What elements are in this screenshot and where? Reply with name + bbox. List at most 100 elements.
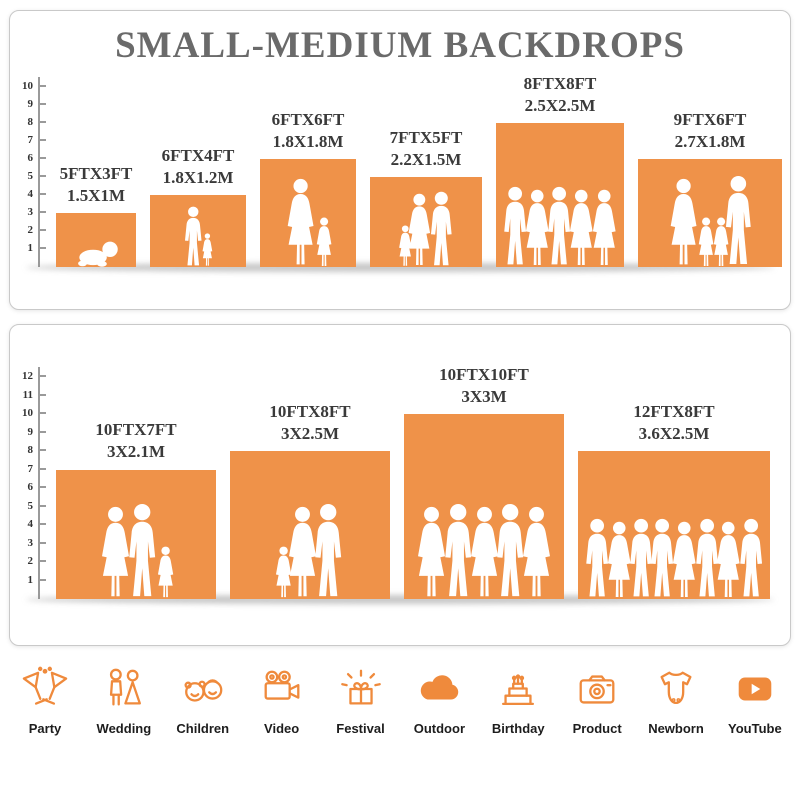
backdrop-item: 7FTX5FT 2.2X1.5M [370,127,482,267]
ruler-number: 6 [27,152,34,164]
category-wedding[interactable]: Wedding [95,666,153,736]
ruler-tick [40,175,46,177]
ruler-tick [40,85,46,87]
silhouette-group [260,178,356,267]
backdrop-swatch [150,195,246,267]
category-festival[interactable]: Festival [332,666,390,736]
backdrop-size-label: 6FTX6FT 1.8X1.8M [272,109,345,153]
person-silhouette-girl [313,217,335,268]
children-icon [180,666,226,712]
ruler-tick [40,560,46,562]
size-meters: 3X2.5M [280,423,340,443]
ground-shadow [26,595,774,604]
backdrop-size-label: 6FTX4FT 1.8X1.2M [162,145,235,189]
ruler-number: 1 [27,242,34,254]
product-icon [574,666,620,712]
size-meters: 2.7X1.8M [674,131,746,151]
ruler-tick [40,247,46,249]
party-icon [22,666,68,712]
category-newborn[interactable]: Newborn [647,666,705,736]
size-feet: 10FTX10FT [439,364,529,384]
category-label: Birthday [491,721,545,736]
ruler-tick [40,121,46,123]
ruler-number: 2 [27,224,34,236]
ruler-number: 9 [27,425,34,438]
silhouette-group [638,175,782,267]
person-silhouette-woman [516,506,557,599]
video-icon [259,666,305,712]
ruler-number: 7 [27,134,34,146]
category-video[interactable]: Video [253,666,311,736]
backdrop-item: 10FTX8FT 3X2.5M [230,401,390,599]
category-party[interactable]: Party [16,666,74,736]
festival-icon [338,666,384,712]
birthday-icon [495,666,541,712]
ruler-number: 8 [27,116,34,128]
ruler-number: 10 [22,407,33,419]
category-outdoor[interactable]: Outdoor [410,666,468,736]
backdrop-item: 9FTX6FT 2.7X1.8M [638,109,782,267]
category-label: Festival [336,721,385,736]
silhouette-group [150,206,246,267]
backdrop-swatch [496,123,624,267]
backdrop-swatch [230,451,390,599]
ruler-number: 3 [27,206,34,218]
size-feet: 10FTX8FT [269,401,351,421]
category-children[interactable]: Children [174,666,232,736]
size-feet: 5FTX3FT [59,163,133,183]
category-label: Product [572,721,622,736]
person-silhouette-girl [154,546,177,599]
size-feet: 7FTX5FT [389,127,463,147]
ruler-tick [40,430,46,433]
size-meters: 2.2X1.5M [390,149,462,169]
category-label: Newborn [648,721,704,736]
category-label: Outdoor [413,721,465,736]
newborn-icon [653,666,699,712]
ruler-number: 12 [22,370,33,382]
size-feet: 9FTX6FT [673,109,747,129]
ruler-tick [40,139,46,141]
size-meters: 2.5X2.5M [524,95,596,115]
backdrop-swatch [578,451,770,599]
silhouette-group [496,186,624,267]
ruler-tick [40,229,46,231]
backdrop-item: 5FTX3FT 1.5X1M [56,163,136,267]
ruler-number: 2 [27,555,34,567]
ruler-number: 3 [27,536,34,549]
size-feet: 10FTX7FT [95,420,177,440]
backdrop-item: 8FTX8FT 2.5X2.5M [496,73,624,267]
ruler-small-medium: 1 2 3 4 5 6 7 8 9 10 [22,77,46,267]
ruler-tick [40,375,46,377]
category-birthday[interactable]: Birthday [489,666,547,736]
backdrop-item: 6FTX4FT 1.8X1.2M [150,145,246,267]
category-product[interactable]: Product [568,666,626,736]
panel-small-medium: SMALL-MEDIUM BACKDROPS 1 2 3 4 5 6 7 8 9 10 5FTX3… [9,10,791,310]
category-youtube[interactable]: YouTube [726,666,784,736]
backdrop-item: 12FTX8FT 3.6X2.5M [578,401,770,599]
category-label: Party [28,721,62,736]
category-label: Video [264,721,300,736]
backdrop-swatch [638,159,782,267]
category-label: YouTube [728,721,782,736]
ruler-number: 5 [27,499,34,512]
backdrop-swatch [370,177,482,267]
person-silhouette-man [720,175,757,267]
ruler-tick [40,193,46,195]
ruler-tick [40,103,46,105]
size-meters: 3.6X2.5M [638,423,710,443]
size-feet: 6FTX6FT [271,109,345,129]
person-silhouette-girl [200,233,215,267]
ruler-large: 1 2 3 4 5 6 7 8 9 10 11 12 [22,367,46,599]
ruler-number: 7 [27,462,34,475]
backdrop-infographic-page: SMALL-MEDIUM BACKDROPS 1 2 3 4 5 6 7 8 9 10 5FTX3… [0,10,800,736]
size-meters: 1.5X1M [66,185,126,205]
silhouette-group [56,240,136,268]
person-silhouette-woman [587,189,622,267]
category-label: Wedding [96,721,152,736]
backdrop-row-large: 10FTX7FT 3X2.1M 10FTX8FT 3X2.5M 10FTX10FT 3X3… [56,364,770,599]
panel-large: 1 2 3 4 5 6 7 8 9 10 11 12 10FTX7FT 3X2.1M 10FTX8FT 3X… [9,324,791,646]
backdrop-swatch [260,159,356,267]
ruler-tick [40,541,46,544]
page-title: SMALL-MEDIUM BACKDROPS [115,25,685,66]
backdrop-item: 10FTX7FT 3X2.1M [56,419,216,599]
